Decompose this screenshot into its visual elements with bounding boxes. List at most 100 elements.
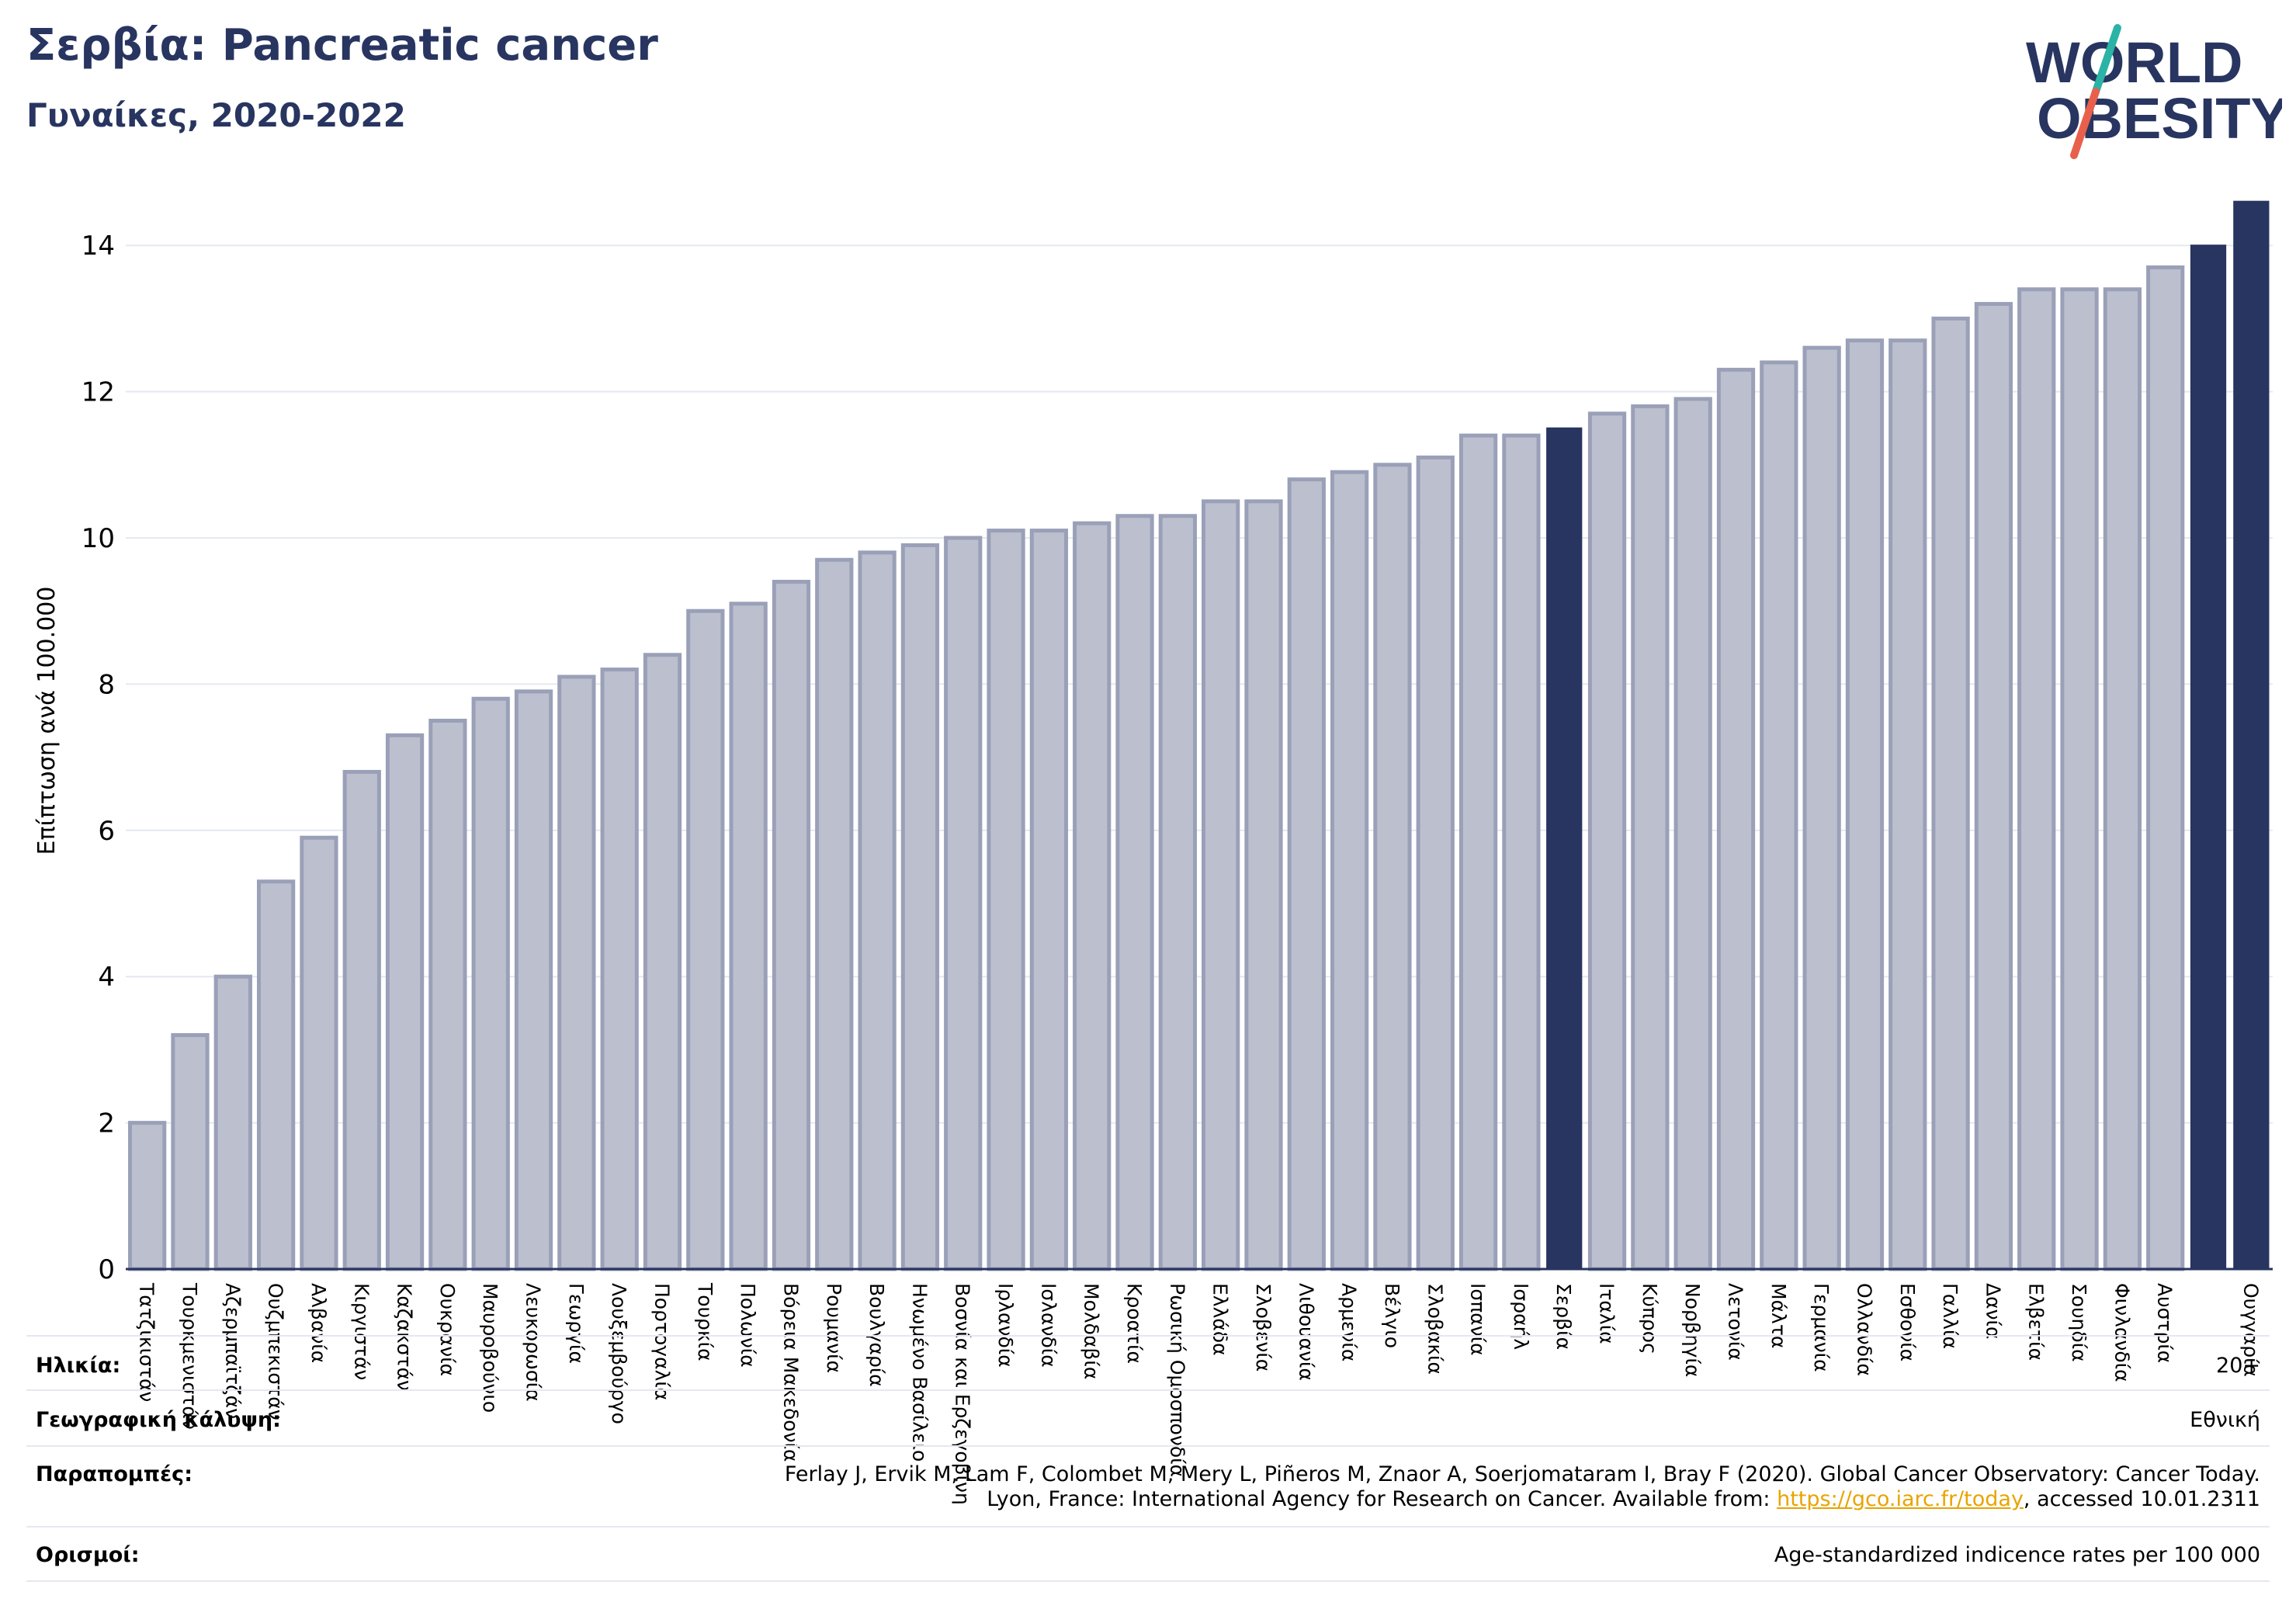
y-tick-label: 14 — [82, 231, 115, 262]
y-tick-label: 4 — [98, 962, 115, 993]
bar — [686, 609, 725, 1271]
bar — [944, 536, 983, 1271]
bar — [1330, 470, 1369, 1271]
bar — [1546, 427, 1583, 1271]
bar — [858, 550, 897, 1271]
x-tick-label: Ισλανδία — [1037, 1283, 1060, 1368]
x-tick-label: Μολδαβία — [1080, 1283, 1103, 1379]
bar — [300, 835, 338, 1271]
bar — [1760, 360, 1798, 1271]
bar — [987, 529, 1025, 1271]
x-tick-label: Αρμενία — [1338, 1283, 1361, 1361]
bar — [1673, 397, 1712, 1271]
bar — [1115, 514, 1154, 1271]
meta-references-row: Παραπομπές: Ferlay J, Ervik M, Lam F, Co… — [26, 1462, 2270, 1524]
age-value: 20+ — [2216, 1354, 2260, 1378]
bar — [1845, 338, 1885, 1271]
bar — [1631, 404, 1670, 1271]
x-tick-label: Ιρλανδία — [994, 1283, 1017, 1368]
x-tick-label: Αλβανία — [307, 1283, 330, 1363]
x-tick-label: Εσθονία — [1896, 1283, 1919, 1361]
x-tick-label: Ρωσική Ομοσπονδία — [1166, 1283, 1188, 1477]
bar — [2190, 244, 2227, 1271]
bar — [1974, 302, 2013, 1271]
bar — [1244, 499, 1283, 1271]
definitions-label: Ορισμοί: — [36, 1543, 140, 1567]
bar — [2017, 287, 2056, 1271]
meta-divider — [26, 1526, 2270, 1528]
x-tick-label: Σλοβενία — [1252, 1283, 1275, 1372]
meta-divider — [26, 1389, 2270, 1391]
bar — [2060, 287, 2099, 1271]
x-tick-label: Λουξεμβούργο — [608, 1283, 630, 1424]
references-line2: Lyon, France: International Agency for R… — [785, 1487, 2260, 1512]
bar — [171, 1033, 210, 1271]
x-tick-label: Σερβία — [1552, 1283, 1575, 1350]
bar — [1502, 433, 1541, 1271]
bar — [213, 974, 252, 1271]
x-tick-label: Ουζμπεκιστάν — [265, 1283, 287, 1420]
x-tick-label: Μάλτα — [1767, 1283, 1790, 1348]
bar — [1888, 338, 1927, 1271]
coverage-label: Γεωγραφική κάλυψη: — [36, 1408, 281, 1432]
bar — [2233, 200, 2270, 1270]
x-tick-label: Ισπανία — [1467, 1283, 1490, 1356]
bar — [1716, 367, 1756, 1271]
x-tick-label: Βόρεια Μακεδονία — [779, 1283, 802, 1462]
x-tick-label: Τουρκμενιστάν — [179, 1282, 201, 1430]
bar — [256, 879, 296, 1271]
x-tick-label: Σουηδία — [2068, 1283, 2090, 1362]
x-tick-label: Γαλλία — [1939, 1283, 1961, 1349]
bar — [600, 668, 639, 1271]
x-tick-label: Κροατία — [1123, 1283, 1146, 1364]
x-tick-label: Σλοβακία — [1424, 1283, 1446, 1375]
x-tick-label: Αυστρία — [2154, 1283, 2176, 1363]
chart-subtitle: Γυναίκες, 2020-2022 — [26, 96, 406, 134]
x-tick-label: Αζερμπαϊτζάν — [221, 1283, 244, 1419]
y-tick-label: 0 — [98, 1254, 115, 1285]
references-line2-prefix: Lyon, France: International Agency for R… — [987, 1487, 1777, 1511]
bar — [1587, 411, 1627, 1271]
bar — [2146, 265, 2185, 1271]
x-tick-label: Λετονία — [1725, 1283, 1747, 1361]
x-tick-label: Κιργιστάν — [350, 1283, 373, 1380]
x-tick-label: Νορβηγία — [1681, 1283, 1704, 1377]
x-tick-label: Ουγγαρία — [2239, 1283, 2262, 1377]
bar — [1158, 514, 1197, 1271]
world-obesity-logo: WORLD OBESITY — [2026, 24, 2282, 159]
bar — [2103, 287, 2142, 1271]
x-tick-label: Γεωργία — [565, 1283, 588, 1364]
bar — [729, 602, 768, 1271]
chart-title: Σερβία: Pancreatic cancer — [26, 20, 658, 71]
bar — [557, 675, 596, 1271]
bar — [1029, 529, 1069, 1271]
x-tick-label: Βέλγιο — [1381, 1283, 1403, 1348]
definitions-value: Age-standardized indicence rates per 100… — [1774, 1543, 2260, 1567]
references-line1: Ferlay J, Ervik M, Lam F, Colombet M, Me… — [784, 1462, 2260, 1486]
x-tick-label: Ουκρανία — [436, 1283, 459, 1376]
bar — [900, 543, 940, 1271]
x-tick-label: Βοσνία και Ερζεγοβίνη — [952, 1283, 974, 1505]
bar — [342, 769, 381, 1271]
bar — [1287, 477, 1326, 1271]
x-tick-label: Μαυροβούνιο — [479, 1283, 501, 1413]
logo-slash-orange — [2070, 88, 2100, 159]
x-tick-label: Βουλγαρία — [865, 1283, 888, 1387]
x-tick-label: Τατζικιστάν — [136, 1282, 158, 1402]
bar — [1202, 499, 1240, 1271]
references-link[interactable]: https://gco.iarc.fr/today — [1777, 1487, 2024, 1511]
bar — [815, 557, 854, 1271]
x-tick-label: Δανία — [1982, 1283, 2004, 1340]
bar — [772, 580, 811, 1271]
bar — [1073, 521, 1112, 1271]
references-line2-suffix: , accessed 10.01.2311 — [2023, 1487, 2260, 1511]
x-tick-label: Φινλανδία — [2110, 1283, 2133, 1382]
y-tick-label: 2 — [98, 1108, 115, 1139]
x-tick-label: Λευκορωσία — [522, 1283, 545, 1402]
y-tick-label: 8 — [98, 669, 115, 700]
references-value: Ferlay J, Ervik M, Lam F, Colombet M, Me… — [785, 1462, 2260, 1512]
meta-divider — [26, 1445, 2270, 1447]
bar — [385, 733, 425, 1271]
x-tick-label: Γερμανία — [1810, 1283, 1833, 1372]
bar — [643, 653, 682, 1271]
